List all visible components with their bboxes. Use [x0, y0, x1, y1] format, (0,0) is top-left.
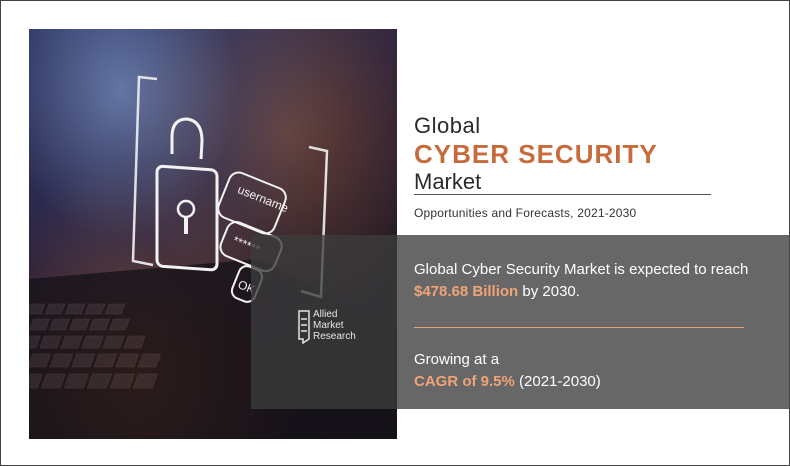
padlock-icon [155, 117, 219, 272]
divider-mid [414, 327, 744, 328]
divider-top [414, 194, 711, 195]
username-label: username [236, 182, 291, 215]
market-size-value: $478.68 Billion [414, 283, 519, 300]
logo-line-2: Market [313, 320, 344, 331]
cagr-period: (2021-2030) [514, 373, 601, 390]
cagr-intro: Growing at a [414, 351, 500, 368]
cagr-statement: Growing at a CAGR of 9.5% (2021-2030) [414, 349, 754, 393]
market-size-after: by 2030. [518, 283, 580, 300]
cagr-value: CAGR of 9.5% [414, 373, 515, 390]
logo-mark-icon [298, 310, 310, 345]
logo-line-1: Allied [313, 309, 338, 320]
subtitle: Opportunities and Forecasts, 2021-2030 [414, 206, 637, 220]
headline-market: Market [414, 169, 482, 194]
allied-market-research-logo: Allied Market Research [297, 309, 377, 345]
logo-text: Allied Market Research [313, 309, 356, 342]
stats-overlay: Global Cyber Security Market is expected… [251, 235, 789, 409]
market-size-statement: Global Cyber Security Market is expected… [414, 259, 754, 303]
username-field-illustration: username [217, 171, 291, 235]
headline-global: Global [414, 113, 481, 138]
headline: Global CYBER SECURITY Market [414, 113, 658, 195]
market-size-before: Global Cyber Security Market is expected… [414, 261, 749, 278]
logo-line-3: Research [313, 331, 356, 342]
headline-cyber-security: CYBER SECURITY [414, 139, 658, 169]
